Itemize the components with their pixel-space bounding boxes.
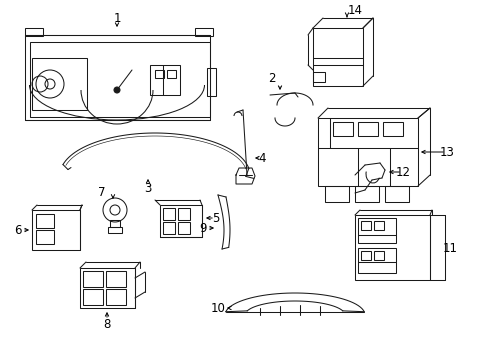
- Bar: [332, 122, 352, 136]
- Bar: [360, 251, 370, 260]
- Text: 14: 14: [347, 4, 362, 17]
- Bar: [32, 210, 80, 250]
- Text: 7: 7: [98, 185, 105, 198]
- Text: 3: 3: [144, 181, 151, 194]
- Bar: [25, 35, 209, 120]
- Bar: [106, 289, 126, 305]
- Bar: [83, 289, 103, 305]
- Circle shape: [114, 87, 120, 93]
- Bar: [32, 58, 87, 110]
- Bar: [195, 28, 213, 36]
- Bar: [357, 122, 377, 136]
- Bar: [325, 186, 348, 202]
- Text: 2: 2: [268, 72, 275, 85]
- Bar: [178, 208, 190, 220]
- Bar: [80, 268, 135, 308]
- Bar: [384, 186, 408, 202]
- Bar: [206, 68, 216, 96]
- Bar: [360, 221, 370, 230]
- Text: 5: 5: [212, 212, 219, 225]
- Text: 9: 9: [199, 221, 206, 234]
- Bar: [312, 28, 362, 86]
- Bar: [110, 220, 120, 227]
- Bar: [312, 72, 325, 82]
- Bar: [108, 227, 122, 233]
- Bar: [178, 222, 190, 234]
- Bar: [317, 118, 417, 186]
- Bar: [373, 251, 383, 260]
- Bar: [354, 186, 378, 202]
- Text: 8: 8: [103, 319, 110, 332]
- Bar: [155, 70, 163, 78]
- Bar: [354, 215, 429, 280]
- Bar: [25, 28, 43, 36]
- Text: 13: 13: [439, 145, 453, 158]
- Bar: [163, 208, 175, 220]
- Text: 4: 4: [258, 152, 265, 165]
- Text: 1: 1: [113, 12, 121, 24]
- Bar: [150, 65, 180, 95]
- Bar: [36, 214, 54, 228]
- Bar: [382, 122, 402, 136]
- Bar: [373, 221, 383, 230]
- Bar: [30, 42, 209, 117]
- Bar: [163, 222, 175, 234]
- Text: 12: 12: [395, 166, 409, 179]
- Text: 11: 11: [442, 242, 457, 255]
- Bar: [167, 70, 176, 78]
- Text: 10: 10: [210, 302, 225, 315]
- Text: 6: 6: [14, 224, 21, 237]
- Bar: [357, 248, 395, 273]
- Bar: [357, 218, 395, 243]
- Bar: [36, 230, 54, 244]
- Bar: [83, 271, 103, 287]
- Bar: [106, 271, 126, 287]
- Bar: [160, 205, 202, 237]
